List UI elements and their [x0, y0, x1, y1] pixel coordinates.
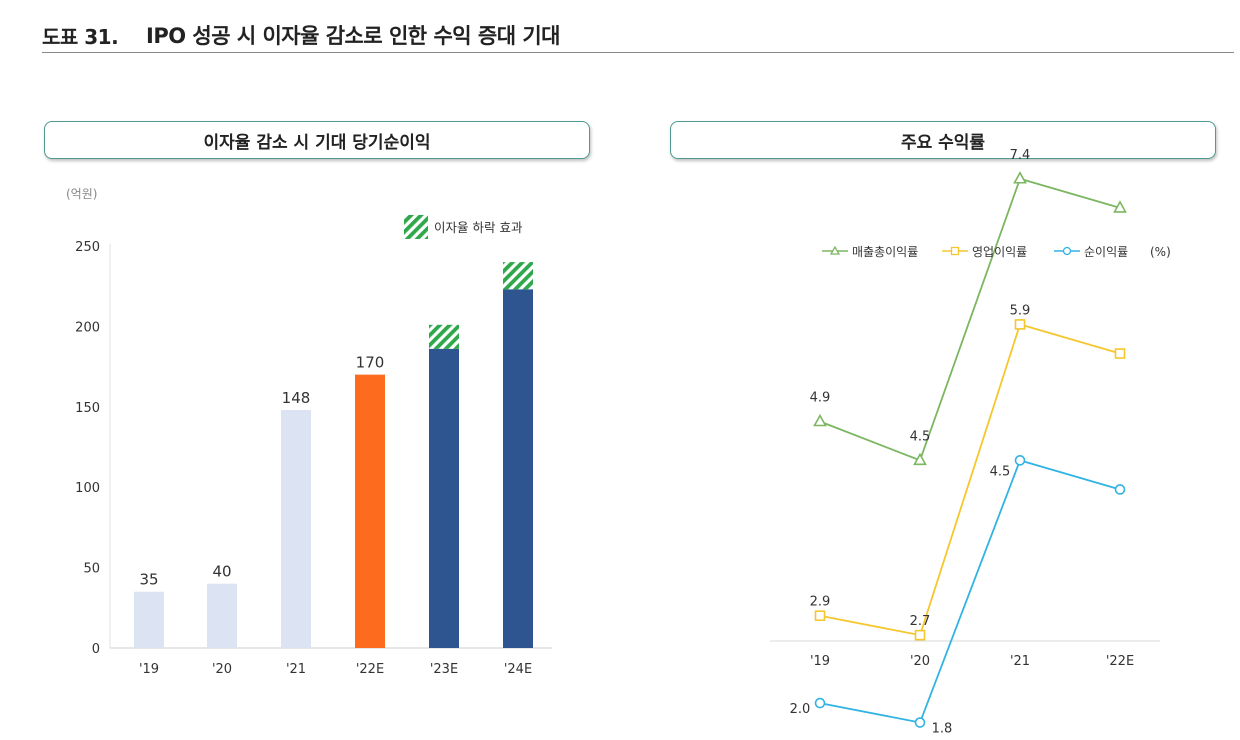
x-tick-label: '22E: [1106, 654, 1134, 669]
point-marker: [1113, 200, 1127, 213]
y-unit-label: (%): [1150, 245, 1171, 259]
legend-hatch-swatch: [404, 215, 428, 239]
figure-number: 도표 31.: [42, 24, 119, 49]
point-marker: [1114, 484, 1126, 495]
bar-chart-title: 이자율 감소 시 기대 당기순이익: [44, 121, 590, 159]
bar: [503, 289, 533, 648]
y-tick-label: 250: [75, 240, 100, 255]
x-tick-label: '23E: [430, 662, 458, 677]
data-label: 2.7: [910, 614, 931, 629]
point-marker: [913, 452, 927, 466]
data-label: 2.9: [810, 595, 831, 610]
point-marker: [814, 697, 826, 709]
x-tick-label: '21: [286, 662, 306, 677]
y-tick-label: 150: [75, 401, 100, 416]
legend-label: 이자율 하락 효과: [434, 220, 523, 235]
y-unit-label: (억원): [66, 187, 97, 201]
point-marker: [1114, 348, 1126, 359]
data-label: 35: [139, 571, 158, 589]
data-label: 4.5: [910, 429, 931, 444]
data-label: 2.0: [790, 702, 811, 717]
data-label: 40: [212, 563, 231, 581]
series-line: [819, 459, 1121, 724]
x-tick-label: '22E: [356, 662, 384, 677]
point-marker: [914, 629, 926, 641]
y-tick-label: 100: [75, 481, 100, 496]
data-label: 4.9: [810, 391, 831, 406]
point-marker: [1014, 455, 1026, 466]
x-tick-label: '20: [910, 654, 930, 669]
bar: [281, 410, 311, 648]
x-tick-label: '19: [810, 654, 830, 669]
y-tick-label: 0: [92, 642, 100, 657]
x-tick-label: '21: [1010, 654, 1030, 669]
x-tick-label: '20: [212, 662, 232, 677]
bar-chart: (억원) 0 50 100 150 200 250 35 '19 40 '20 148 '21 170 '2…: [66, 187, 552, 677]
bar: [134, 591, 164, 648]
legend-label: 순이익률: [1084, 245, 1128, 259]
bar: [429, 348, 459, 648]
bar: [207, 583, 237, 648]
point-marker: [813, 413, 827, 427]
y-tick-label: 200: [75, 320, 100, 335]
data-label: 5.9: [1010, 303, 1031, 318]
data-label: 148: [282, 389, 311, 407]
legend-label: 영업이익률: [972, 245, 1027, 259]
point-marker: [1013, 171, 1027, 184]
hatch-bar: [503, 262, 533, 290]
data-label: 4.5: [990, 464, 1011, 479]
data-label: 1.8: [932, 722, 953, 737]
data-label: 7.4: [1010, 148, 1031, 163]
data-label: 170: [356, 354, 385, 372]
series-line: [819, 323, 1121, 637]
figure-header: 도표 31. IPO 성공 시 이자율 감소로 인한 수익 증대 기대: [42, 18, 1234, 53]
point-marker: [1014, 319, 1026, 330]
point-marker: [914, 717, 926, 728]
point-marker: [814, 610, 826, 622]
legend-label: 매출총이익률: [852, 245, 918, 259]
legend-marker: [829, 245, 841, 255]
x-tick-label: '19: [139, 662, 159, 677]
y-tick-label: 50: [83, 562, 100, 577]
line-chart-title: 주요 수익률: [670, 121, 1216, 159]
x-tick-label: '24E: [504, 662, 532, 677]
figure-title: IPO 성공 시 이자율 감소로 인한 수익 증대 기대: [146, 24, 560, 48]
bar: [355, 374, 385, 648]
legend-marker: [1062, 246, 1072, 256]
legend-marker: [950, 246, 960, 256]
hatch-bar: [429, 324, 459, 349]
series-line: [819, 177, 1121, 462]
